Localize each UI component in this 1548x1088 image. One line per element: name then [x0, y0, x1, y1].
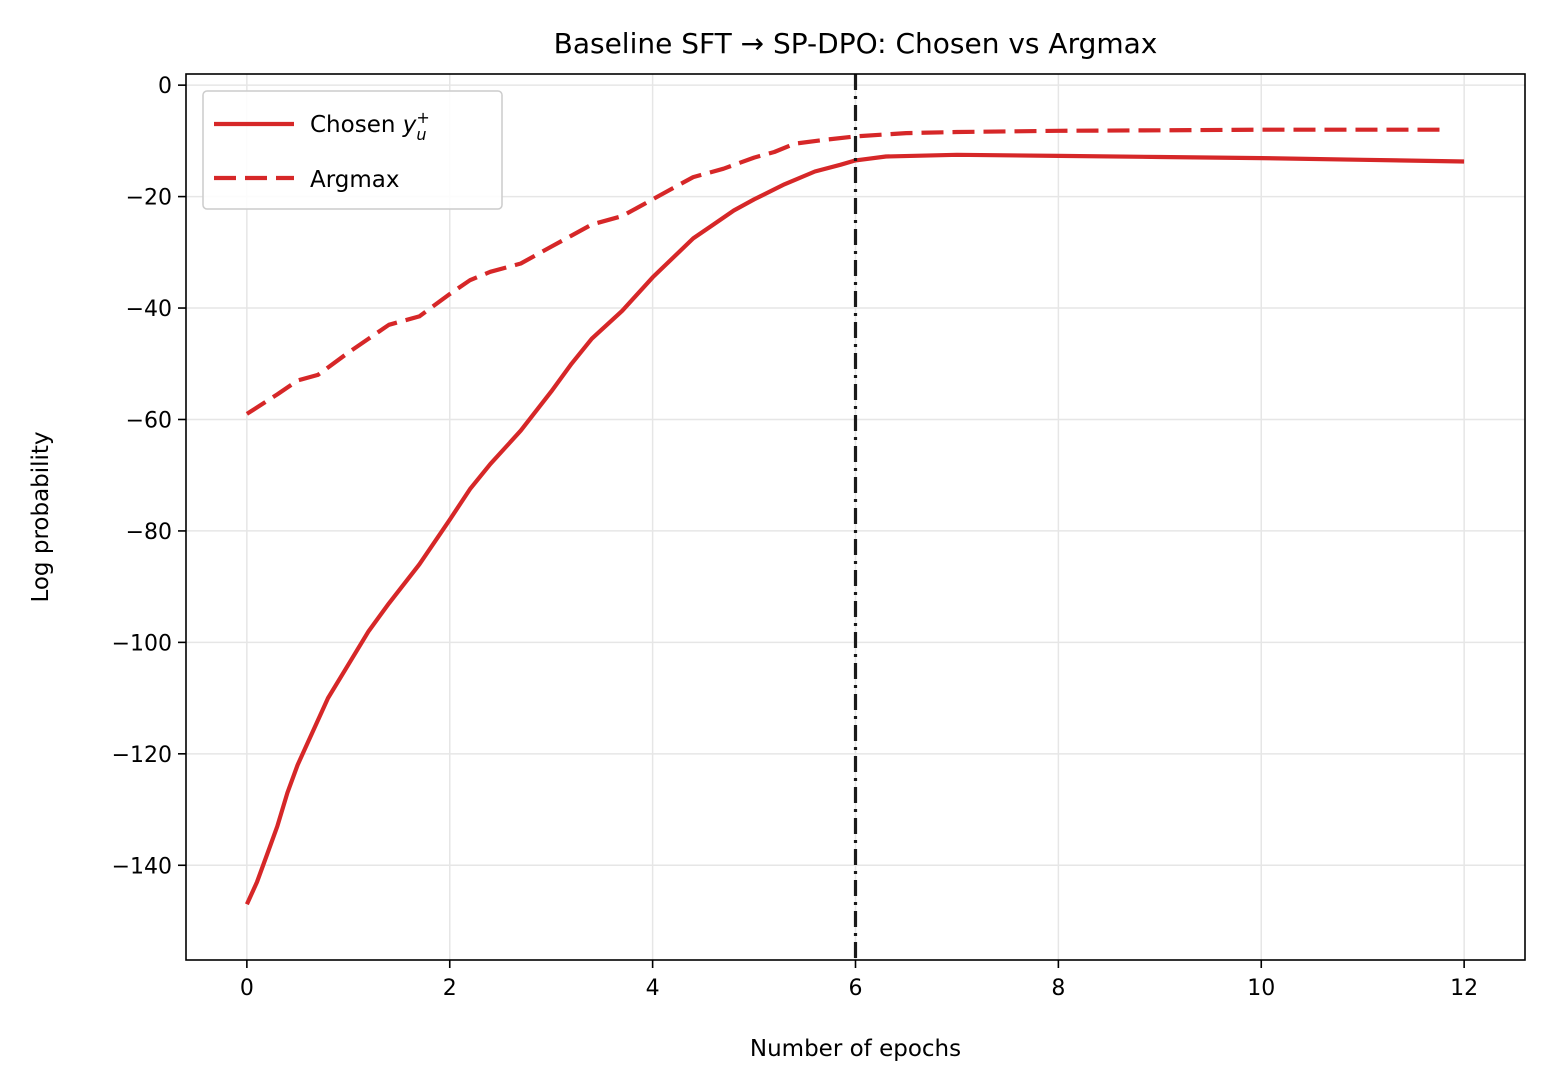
y-tick-label: −60: [126, 408, 172, 433]
y-tick-label: 0: [158, 74, 172, 99]
x-tick-label: 0: [240, 976, 254, 1001]
x-axis-ticks: 0 2 4 6 8 10 12: [240, 960, 1478, 1001]
legend-label-argmax: Argmax: [310, 167, 400, 193]
legend-label-chosen: Chosen y+ u: [310, 108, 430, 144]
y-tick-label: −100: [112, 631, 172, 656]
y-axis-label: Log probability: [28, 431, 54, 602]
y-tick-label: −20: [126, 186, 172, 211]
x-tick-label: 8: [1051, 976, 1065, 1001]
x-axis-label: Number of epochs: [750, 1036, 961, 1062]
x-tick-label: 6: [849, 976, 863, 1001]
x-tick-label: 4: [646, 976, 660, 1001]
legend-label-chosen-sup: +: [416, 108, 429, 127]
legend-label-chosen-sub: u: [416, 125, 426, 144]
x-tick-label: 12: [1450, 976, 1478, 1001]
series-line-argmax: [245, 127, 1444, 416]
y-tick-label: −40: [126, 297, 172, 322]
chart-title: Baseline SFT → SP-DPO: Chosen vs Argmax: [554, 27, 1158, 60]
x-tick-label: 2: [443, 976, 457, 1001]
legend-label-chosen-main: Chosen: [310, 112, 403, 138]
y-tick-label: −80: [126, 520, 172, 545]
x-tick-label: 10: [1247, 976, 1275, 1001]
y-axis-ticks: 0 −20 −40 −60 −80 −100 −120 −140: [112, 74, 186, 879]
y-tick-label: −140: [112, 854, 172, 879]
plot-series: [244, 74, 1465, 960]
legend: Chosen y+ u Argmax: [202, 90, 503, 210]
legend-label-chosen-var: y: [402, 112, 417, 138]
y-tick-label: −120: [112, 743, 172, 768]
series-line-chosen: [244, 152, 1465, 906]
